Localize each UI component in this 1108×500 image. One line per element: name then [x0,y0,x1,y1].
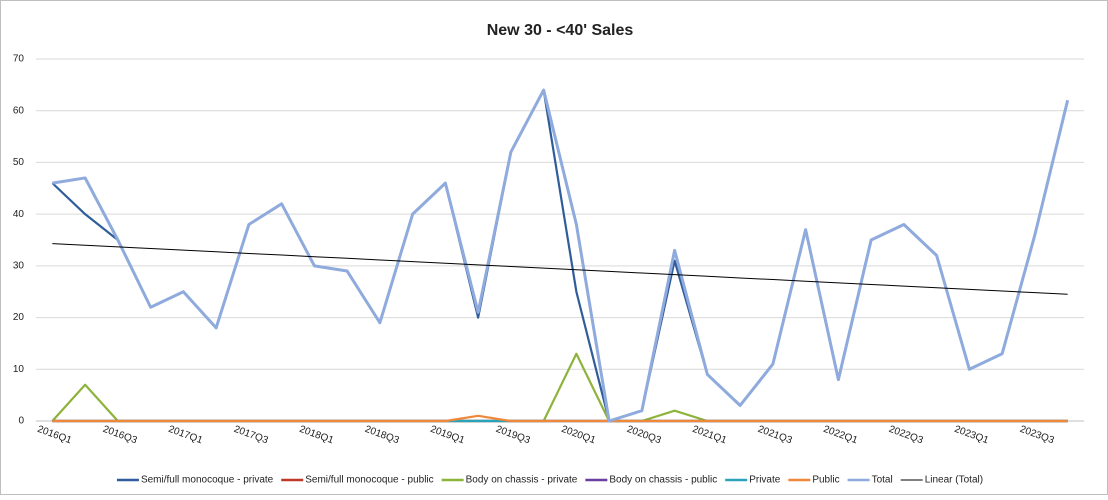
y-tick-label: 60 [13,105,25,116]
legend-label: Public [812,475,839,486]
legend-label: Semi/full monocoque - public [305,475,433,486]
legend-item: Total [847,475,893,486]
y-tick-label: 20 [13,312,25,323]
legend-item: Body on chassis - public [585,475,717,486]
legend-item: Public [788,475,840,486]
series-line [52,88,1070,423]
legend-label: Private [749,475,781,486]
legend-label: Body on chassis - public [609,475,717,486]
y-tick-label: 50 [13,157,25,168]
legend: Semi/full monocoque - private Semi/full m… [116,475,983,486]
y-tick-label: 40 [13,209,25,220]
legend-item: Private [725,475,781,486]
y-tick-label: 30 [13,260,25,271]
legend-item: Body on chassis - private [441,475,578,486]
legend-item: Linear (Total) [900,475,983,486]
series-line [52,414,1068,423]
y-tick-label: 70 [13,54,25,65]
legend-label: Total [872,475,893,486]
series-line [52,243,1068,295]
chart-title: New 30 - <40' Sales [487,22,634,39]
legend-label: Linear (Total) [925,475,983,486]
legend-item: Semi/full monocoque - private [116,475,274,486]
legend-item: Semi/full monocoque - public [281,475,434,486]
legend-label: Semi/full monocoque - private [141,475,274,486]
legend-label: Body on chassis - private [466,475,578,486]
y-tick-label: 0 [18,416,24,427]
y-tick-label: 10 [13,364,25,375]
